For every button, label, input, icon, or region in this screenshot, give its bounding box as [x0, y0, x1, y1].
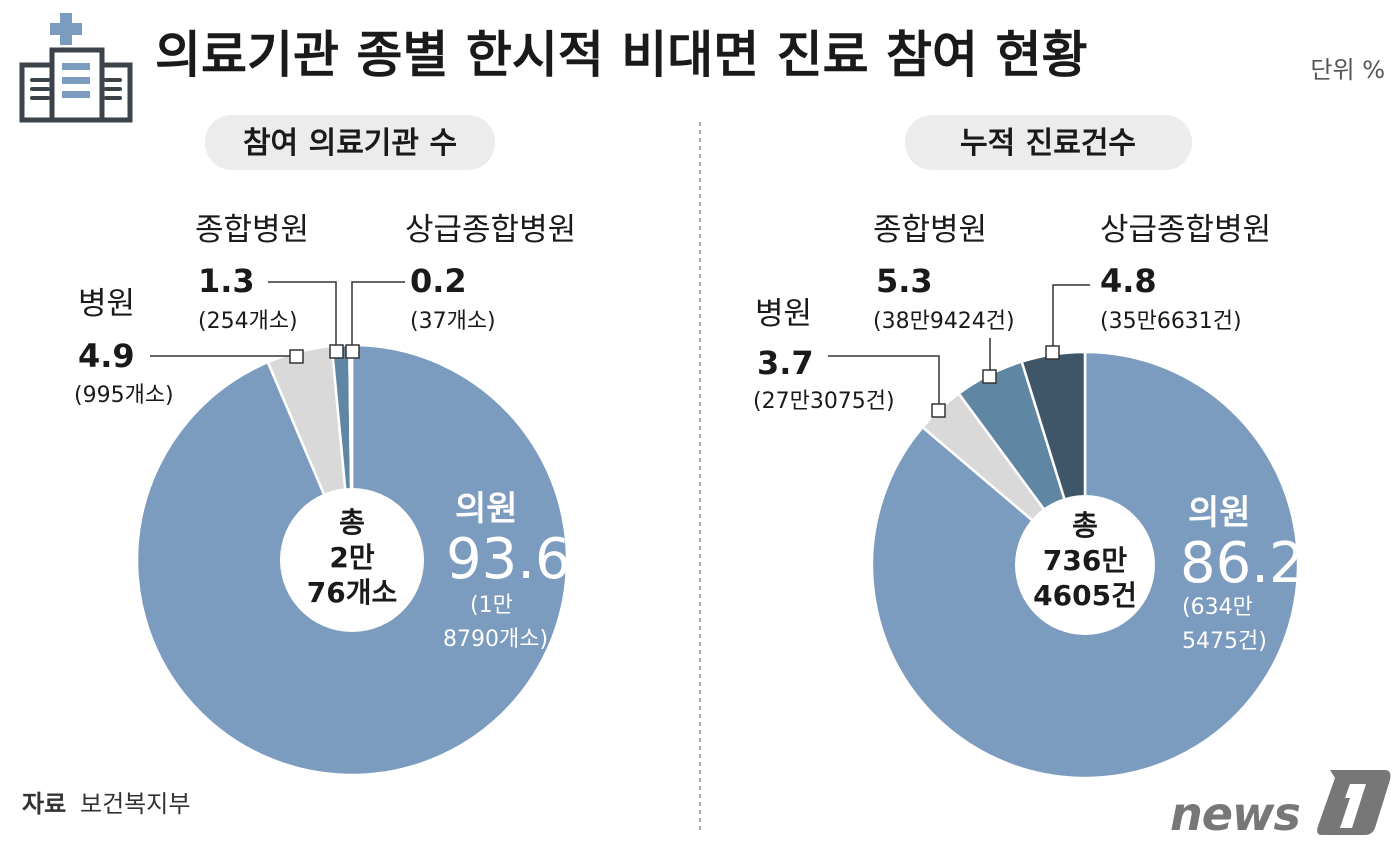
svg-text:news: news	[1170, 787, 1300, 841]
label-tertiary-value: 0.2	[410, 262, 467, 300]
center-line2: 736만	[1043, 544, 1127, 577]
source-label: 자료	[22, 790, 66, 818]
label-clinic-count2: 5475건)	[1182, 629, 1267, 654]
label-clinic-count: (1만	[470, 593, 513, 618]
donut-hole	[1015, 495, 1155, 635]
label-clinic-value: 93.6	[446, 527, 571, 592]
label-general-value: 5.3	[876, 262, 933, 300]
news1-logo: news	[1170, 770, 1391, 841]
left-title-pill	[205, 115, 495, 170]
label-hospital-count: (27만3075건)	[753, 389, 895, 414]
label-general-count: (254개소)	[198, 309, 298, 334]
right-donut	[870, 350, 1300, 780]
label-clinic-name: 의원	[455, 489, 518, 529]
hospital-icon	[19, 13, 133, 123]
label-tertiary-name: 상급종합병원	[1100, 212, 1271, 248]
label-hospital-count: (995개소)	[74, 383, 174, 408]
label-clinic-count: (634만	[1182, 595, 1253, 620]
center-line1: 총	[1072, 509, 1098, 542]
chart-title: 의료기관 종별 한시적 비대면 진료 참여 현황	[155, 26, 1087, 84]
label-tertiary-count: (37개소)	[410, 309, 496, 334]
label-general-name: 종합병원	[195, 212, 309, 248]
unit-label: 단위 %	[1310, 56, 1385, 84]
label-clinic-value: 86.2	[1180, 531, 1305, 596]
center-line2: 2만	[329, 541, 374, 574]
label-tertiary-value: 4.8	[1100, 262, 1157, 300]
label-hospital-name: 병원	[755, 296, 812, 332]
label-hospital-name: 병원	[78, 286, 135, 322]
left-donut	[135, 343, 569, 777]
center-line3: 4605건	[1033, 579, 1137, 612]
donut-hole	[280, 488, 424, 632]
center-line1: 총	[339, 506, 365, 539]
left-chart-title: 참여 의료기관 수	[243, 126, 457, 161]
left-leaders	[150, 281, 405, 364]
center-line3: 76개소	[307, 576, 398, 609]
right-leaders	[828, 284, 1090, 418]
label-tertiary-name: 상급종합병원	[405, 212, 576, 248]
label-general-name: 종합병원	[873, 212, 987, 248]
label-tertiary-count: (35만6631건)	[1100, 309, 1242, 334]
right-chart-title: 누적 진료건수	[960, 126, 1136, 161]
label-general-count: (38만9424건)	[873, 309, 1015, 334]
label-hospital-value: 4.9	[78, 337, 135, 375]
right-title-pill	[905, 115, 1192, 170]
label-general-value: 1.3	[198, 262, 255, 300]
label-clinic-count2: 8790개소)	[443, 627, 548, 652]
label-hospital-value: 3.7	[757, 344, 814, 382]
label-clinic-name: 의원	[1188, 493, 1251, 533]
source-text: 보건복지부	[80, 790, 190, 818]
